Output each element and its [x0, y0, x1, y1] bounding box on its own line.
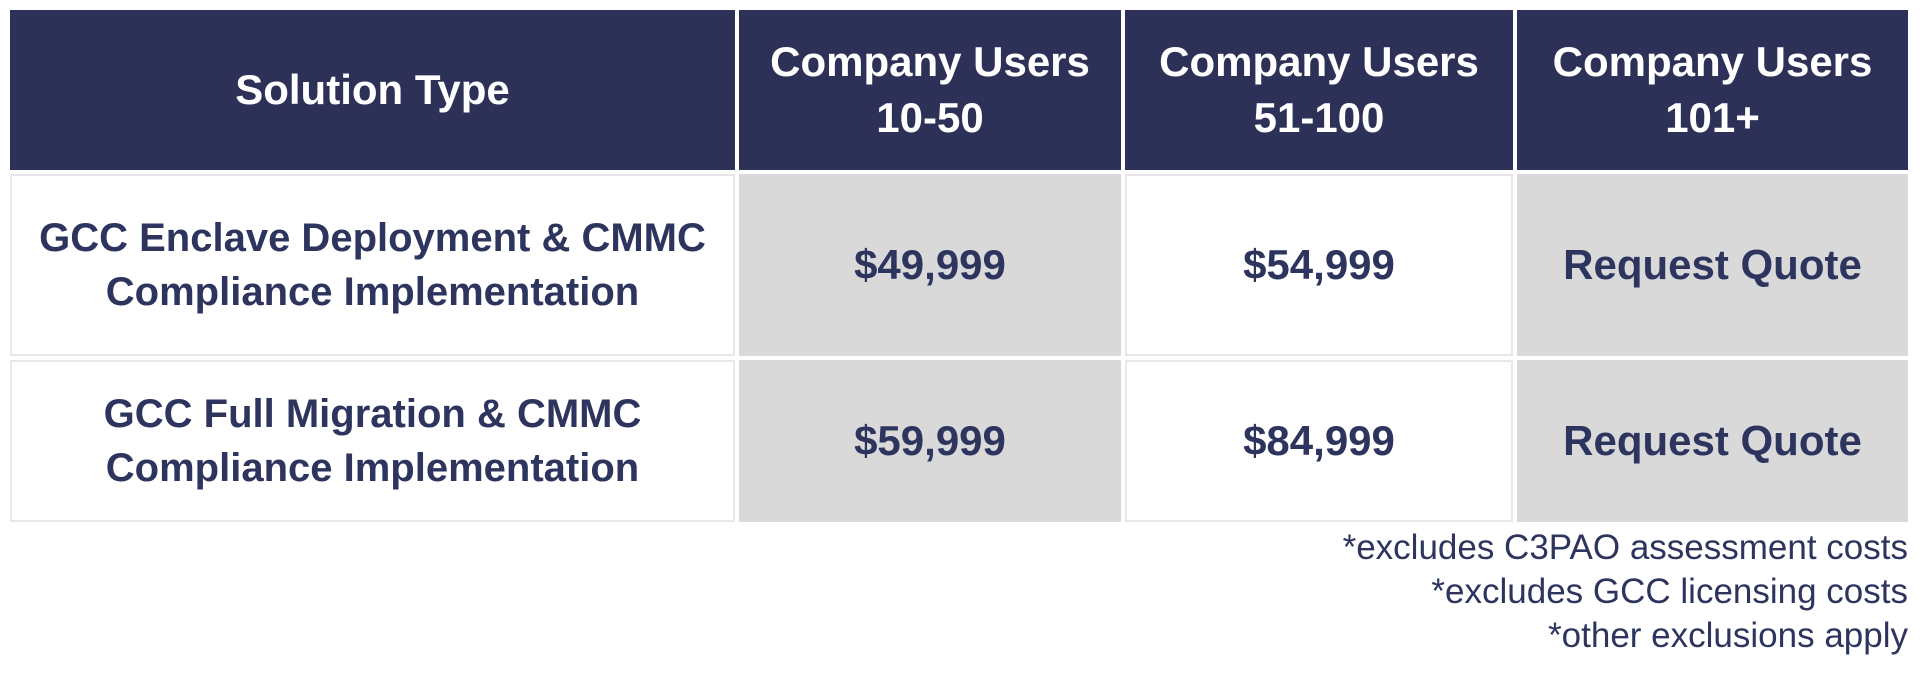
request-quote-label[interactable]: Request Quote — [1563, 241, 1862, 288]
footnote-other-exclusions: *other exclusions apply — [1548, 616, 1908, 655]
column-header-label: Solution Type — [235, 66, 510, 113]
column-header-users-101-plus: Company Users 101+ — [1517, 10, 1908, 170]
footnote-gcc-licensing: *excludes GCC licensing costs — [1431, 572, 1908, 611]
solution-label: GCC Full Migration & CMMC Compliance Imp… — [103, 392, 642, 490]
column-header-users-10-50: Company Users 10-50 — [739, 10, 1121, 170]
cell-price-migration-51-100: $84,999 — [1125, 360, 1513, 522]
price-value: $49,999 — [854, 241, 1006, 288]
solution-label: GCC Enclave Deployment & CMMC Compliance… — [39, 216, 706, 314]
pricing-table: Solution Type Company Users 10-50 Compan… — [10, 10, 1908, 522]
column-header-label: Company Users — [1552, 38, 1873, 85]
cell-request-quote-enclave[interactable]: Request Quote — [1517, 174, 1908, 356]
column-header-label: Company Users — [1159, 38, 1479, 85]
column-header-label: Company Users — [770, 38, 1090, 85]
column-header-sub: 10-50 — [876, 94, 984, 141]
price-value: $54,999 — [1243, 241, 1395, 288]
cell-solution-enclave: GCC Enclave Deployment & CMMC Compliance… — [10, 174, 735, 356]
cell-price-enclave-10-50: $49,999 — [739, 174, 1121, 356]
cell-solution-migration: GCC Full Migration & CMMC Compliance Imp… — [10, 360, 735, 522]
footnotes: *excludes C3PAO assessment costs *exclud… — [1343, 526, 1908, 658]
cell-price-enclave-51-100: $54,999 — [1125, 174, 1513, 356]
column-header-solution-type: Solution Type — [10, 10, 735, 170]
footnote-c3pao: *excludes C3PAO assessment costs — [1342, 528, 1908, 567]
cell-price-migration-10-50: $59,999 — [739, 360, 1121, 522]
column-header-sub: 101+ — [1665, 94, 1760, 141]
column-header-users-51-100: Company Users 51-100 — [1125, 10, 1513, 170]
price-value: $84,999 — [1243, 417, 1395, 464]
price-value: $59,999 — [854, 417, 1006, 464]
column-header-sub: 51-100 — [1253, 94, 1385, 141]
cell-request-quote-migration[interactable]: Request Quote — [1517, 360, 1908, 522]
request-quote-label[interactable]: Request Quote — [1563, 417, 1862, 464]
